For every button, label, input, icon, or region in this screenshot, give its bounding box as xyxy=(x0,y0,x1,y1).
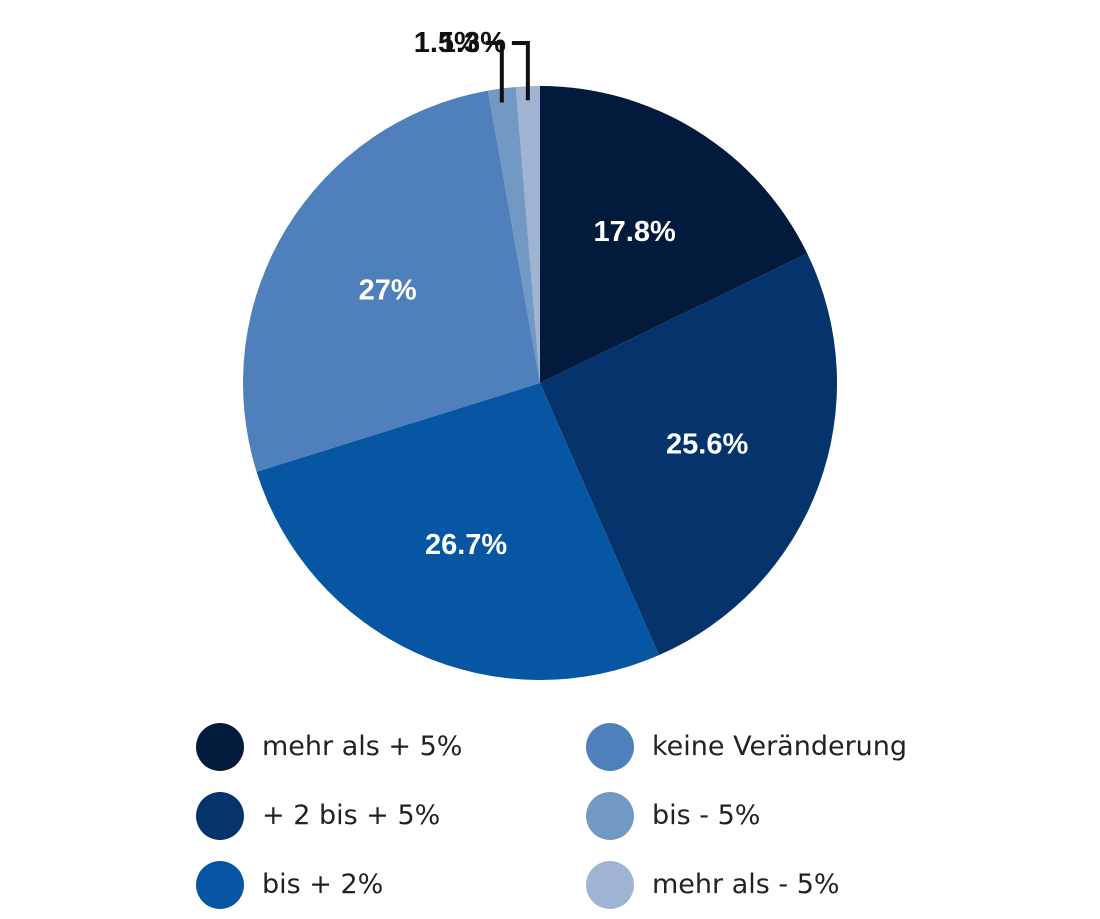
callout-line xyxy=(511,41,530,101)
pie-slice-2-bis-5 xyxy=(540,253,837,656)
data-label: 26.7% xyxy=(425,529,507,561)
legend: mehr als + 5% keine Veränderung + 2 bis … xyxy=(196,712,916,909)
callout-label: 1.5% xyxy=(414,27,480,59)
pie-slice-mehr-als-5 xyxy=(515,86,540,383)
data-label: 25.6% xyxy=(666,429,748,461)
legend-swatch xyxy=(196,722,244,771)
legend-label: bis + 2% xyxy=(262,869,384,900)
legend-item: keine Veränderung xyxy=(586,712,916,781)
legend-swatch xyxy=(196,860,244,909)
legend-swatch xyxy=(196,791,244,840)
pie-slice-mehr-als-5 xyxy=(540,86,808,383)
pie-slice-keine-ver-nderung xyxy=(243,90,541,472)
callout-line xyxy=(485,41,504,103)
pie-chart: 17.8% 25.6% 26.7% 27% 1.5%1.3% xyxy=(243,27,837,680)
pie-slice-bis-5 xyxy=(487,86,540,384)
legend-label: mehr als - 5% xyxy=(652,869,840,900)
callout-label: 1.3% xyxy=(440,27,506,59)
data-label: 27% xyxy=(359,275,417,307)
legend-swatch xyxy=(586,791,634,840)
legend-label: + 2 bis + 5% xyxy=(262,800,441,831)
legend-swatch xyxy=(586,860,634,909)
legend-item: bis - 5% xyxy=(586,781,916,850)
legend-item: mehr als - 5% xyxy=(586,850,916,919)
legend-label: bis - 5% xyxy=(652,800,761,831)
legend-swatch xyxy=(586,722,634,771)
pie-slice-bis-2 xyxy=(256,383,659,680)
legend-item: mehr als + 5% xyxy=(196,712,586,781)
legend-label: mehr als + 5% xyxy=(262,731,463,762)
legend-label: keine Veränderung xyxy=(652,731,908,762)
data-label: 17.8% xyxy=(594,216,676,248)
legend-item: bis + 2% xyxy=(196,850,586,919)
legend-item: + 2 bis + 5% xyxy=(196,781,586,850)
